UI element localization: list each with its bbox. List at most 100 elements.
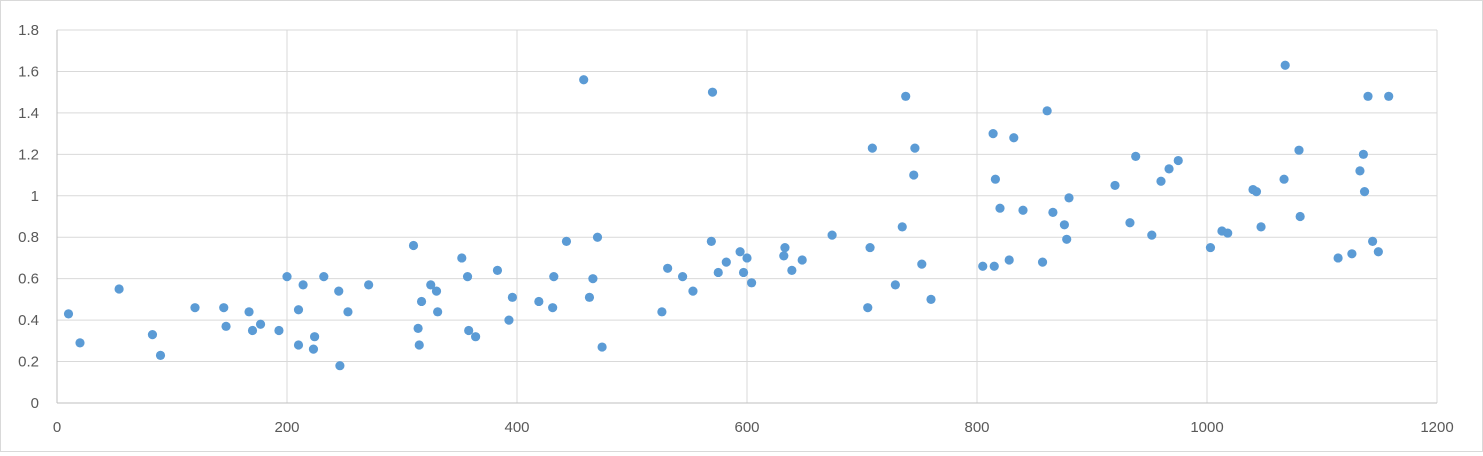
x-tick-label: 0 (53, 419, 61, 436)
data-point (274, 325, 284, 336)
data-point (310, 332, 320, 342)
data-point (255, 319, 266, 329)
data-point (548, 303, 558, 313)
data-point (735, 247, 745, 257)
data-point (408, 240, 419, 251)
data-point (293, 340, 304, 350)
data-point (1205, 242, 1216, 253)
data-point (1347, 249, 1357, 259)
data-point (343, 307, 353, 317)
data-point (797, 255, 807, 265)
data-point (989, 261, 999, 271)
data-point (579, 75, 589, 85)
y-tick-label: 1 (31, 188, 39, 205)
data-point (588, 274, 598, 284)
x-tick-label: 1000 (1190, 419, 1223, 436)
data-point (334, 286, 344, 296)
data-point (426, 280, 436, 290)
x-tick-label: 800 (964, 419, 989, 436)
data-point (1064, 193, 1074, 203)
data-point (1384, 91, 1394, 101)
data-point (219, 303, 229, 313)
data-point (534, 296, 544, 307)
data-point (663, 263, 673, 273)
data-point (63, 309, 74, 319)
data-point (988, 129, 998, 139)
data-points (63, 60, 1394, 371)
data-point (1164, 164, 1174, 174)
data-point (1368, 236, 1378, 246)
data-point (1294, 145, 1304, 155)
data-point (827, 230, 837, 240)
data-point (549, 271, 559, 282)
data-point (464, 325, 474, 336)
data-point (504, 315, 514, 325)
data-point (863, 303, 873, 313)
data-point (335, 361, 345, 371)
data-point (597, 342, 607, 352)
data-point (1018, 205, 1028, 215)
y-tick-label: 1.6 (18, 63, 39, 80)
data-point (1359, 187, 1370, 197)
data-point (713, 267, 723, 278)
data-point (433, 307, 443, 317)
data-point (155, 350, 166, 360)
data-point (319, 271, 329, 282)
data-point (1037, 257, 1048, 267)
data-point (678, 271, 688, 282)
data-point (688, 286, 698, 296)
data-point (780, 242, 790, 253)
y-tick-label: 1.4 (18, 105, 39, 122)
data-point (507, 292, 517, 302)
data-point (75, 338, 85, 348)
gridlines (57, 29, 1438, 403)
data-point (742, 253, 752, 263)
data-point (282, 271, 292, 282)
data-point (897, 222, 907, 232)
data-point (1004, 255, 1014, 265)
data-point (147, 330, 158, 340)
x-tick-label: 1200 (1420, 419, 1453, 436)
data-point (364, 280, 374, 290)
data-point (1333, 253, 1343, 263)
x-tick-label: 400 (504, 419, 529, 436)
data-point (867, 143, 877, 153)
data-point (721, 257, 731, 267)
y-tick-label: 1.8 (18, 22, 39, 39)
data-point (926, 294, 936, 304)
data-point (416, 296, 427, 307)
data-point (1355, 166, 1365, 176)
data-point (1059, 220, 1069, 230)
tick-labels: 0 0.2 0.4 0.6 0.8 1 1.2 1.4 1.6 1.8 0 200 400 600 800 1… (18, 22, 1454, 436)
data-point (114, 284, 124, 294)
data-point (1295, 211, 1305, 222)
data-point (779, 251, 789, 261)
data-point (293, 305, 304, 315)
y-tick-label: 0 (31, 395, 39, 412)
data-point (413, 323, 423, 333)
data-point (657, 307, 667, 317)
data-point (747, 278, 757, 288)
y-tick-label: 0.2 (18, 354, 39, 371)
data-point (909, 170, 919, 180)
data-point (990, 174, 1001, 184)
data-point (995, 203, 1005, 213)
data-point (706, 236, 716, 246)
x-tick-label: 600 (734, 419, 759, 436)
data-point (890, 280, 900, 290)
y-tick-label: 1.2 (18, 146, 39, 163)
data-point (1373, 247, 1383, 257)
data-point (1009, 133, 1019, 143)
data-point (1223, 228, 1233, 238)
data-point (190, 303, 200, 313)
data-point (308, 344, 319, 354)
data-point (592, 232, 603, 242)
y-tick-label: 0.6 (18, 271, 39, 288)
data-point (247, 325, 258, 336)
data-point (584, 292, 595, 302)
data-point (1062, 234, 1072, 244)
data-point (1048, 207, 1058, 217)
data-point (561, 236, 572, 246)
data-point (1279, 174, 1289, 184)
data-point (1363, 91, 1373, 101)
